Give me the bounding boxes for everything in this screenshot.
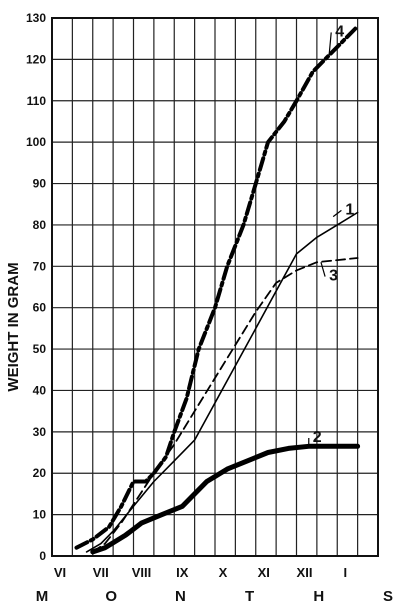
x-tick-label: XI [258, 565, 270, 580]
series-line-3 [91, 257, 359, 553]
series-line-2 [90, 443, 361, 555]
y-tick-label: 100 [26, 135, 46, 149]
y-tick-label: 40 [33, 383, 47, 397]
x-tick-label: VIII [132, 565, 152, 580]
series-label-1: 1 [345, 201, 354, 218]
plot-frame [51, 17, 379, 557]
grid [52, 17, 378, 557]
series-label-leader [332, 209, 342, 218]
series-line-4 [74, 24, 360, 550]
y-tick-label: 110 [27, 94, 47, 108]
y-tick-label: 80 [33, 218, 47, 232]
x-tick-label: X [219, 565, 228, 580]
y-tick-label: 90 [33, 177, 47, 191]
series-label-3: 3 [329, 268, 338, 285]
tick-labels: 0 10 20 30 40 50 60 70 80 90 100 110 120 130 VI VII VIII… [26, 11, 347, 580]
x-axis-label-letter: N [175, 588, 186, 605]
x-axis-label-letter: H [313, 588, 324, 605]
y-tick-label: 50 [33, 342, 47, 356]
series-label-leader [328, 32, 332, 56]
series-label-2: 2 [313, 429, 322, 446]
y-tick-label: 10 [33, 508, 47, 522]
series-label-leader [320, 262, 326, 277]
y-tick-label: 30 [33, 425, 47, 439]
y-tick-label: 120 [26, 52, 46, 66]
y-tick-label: 20 [33, 466, 47, 480]
y-tick-label: 70 [33, 259, 47, 273]
x-tick-label: XII [297, 565, 313, 580]
x-tick-label: VII [93, 565, 109, 580]
x-tick-label: VI [54, 565, 66, 580]
x-axis-label-letter: M [36, 588, 49, 605]
x-axis-label-letter: S [383, 588, 393, 605]
x-axis-label-letter: T [245, 588, 254, 605]
y-tick-label: 130 [26, 11, 46, 25]
series-label-4: 4 [335, 23, 344, 40]
x-axis-label-letter: O [105, 588, 117, 605]
series-line-1 [85, 211, 359, 553]
x-tick-label: I [343, 565, 347, 580]
y-tick-label: 0 [39, 549, 46, 563]
y-tick-label: 60 [33, 301, 47, 315]
axes [51, 17, 379, 557]
x-tick-label: IX [176, 565, 189, 580]
axis-labels: M O N T H S WEIGHT IN GRAM 1 2 3 4 [5, 23, 393, 605]
series-lines [74, 24, 361, 555]
y-axis-label: WEIGHT IN GRAM [5, 262, 22, 391]
